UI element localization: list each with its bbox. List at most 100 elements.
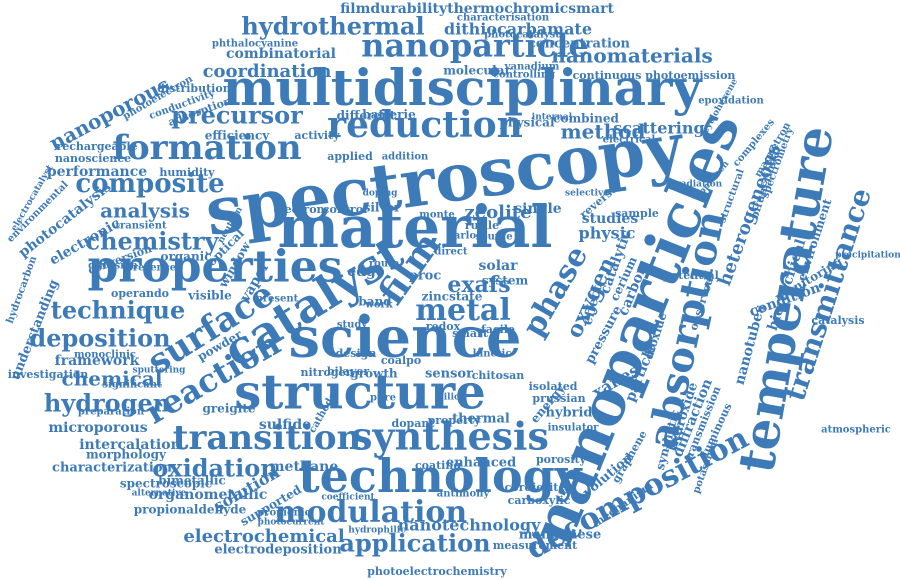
word-monte: monte: [419, 210, 455, 221]
word-efficiency: efficiency: [205, 129, 271, 143]
word-physic: physic: [579, 224, 636, 243]
word-transient: transient: [115, 221, 167, 232]
word-smart: smart: [452, 327, 489, 340]
word-monoclinic: monoclinic: [74, 350, 136, 361]
word-atmospheric: atmospheric: [821, 425, 891, 436]
word-work: work: [364, 300, 394, 311]
word-sample: sample: [615, 207, 659, 220]
word-framework: framework: [55, 353, 140, 369]
word-silica: silica: [439, 393, 466, 403]
word-antimony: antimony: [437, 489, 491, 500]
word-modulation: modulation: [275, 495, 468, 530]
word-thermal: thermal: [452, 412, 510, 427]
word-intercalation: intercalation: [79, 437, 181, 453]
word-study: study: [337, 320, 369, 331]
word-electrodeposition: electrodeposition: [214, 543, 342, 558]
word-physical: physical: [499, 116, 554, 130]
word-nitrogen: nitrogen: [300, 366, 353, 379]
word-addition: addition: [382, 152, 429, 163]
word-nanomaterials: nanomaterials: [551, 44, 712, 68]
word-synthesis: synthesis: [351, 414, 549, 459]
word-hydrothermal: hydrothermal: [241, 12, 424, 41]
word-propionaldehyde: propionaldehyde: [134, 503, 247, 517]
word-facile: facile: [481, 323, 515, 336]
word-single: single: [514, 201, 561, 217]
word-photocurrent: photocurrent: [258, 518, 326, 528]
word-insulator: insulator: [548, 423, 600, 434]
word-analysis: analysis: [100, 199, 190, 223]
word-batterie: batterie: [362, 108, 416, 122]
word-applied: applied: [327, 150, 373, 163]
word-growth: growth: [350, 367, 398, 381]
word-pure: pure: [370, 393, 396, 404]
word-potential: potential: [663, 269, 719, 282]
word-studies: studies: [582, 211, 639, 227]
word-direct: direct: [434, 247, 468, 258]
word-photocatalyst: photocatalyst: [484, 30, 560, 41]
word-nanoparticle: nanoparticle: [361, 27, 589, 65]
word-kinetic: kinetic: [473, 349, 512, 360]
word-characterization: characterization: [52, 461, 172, 476]
word-catalysis: catalysis: [811, 314, 864, 327]
word-spectroscopic: spectroscopic: [120, 477, 212, 491]
word-route: route: [369, 259, 399, 270]
word-deposition: deposition: [29, 324, 170, 353]
word-bilayer: bilayer: [327, 365, 370, 378]
word-internal: internal: [532, 113, 573, 123]
word-chitosan: chitosan: [472, 369, 525, 382]
word-transition: transition: [173, 418, 361, 458]
word-different: different: [337, 109, 396, 123]
word-combinatorial: combinatorial: [226, 46, 336, 62]
word-redox: redox: [426, 320, 461, 333]
word-diffusion: diffusion: [88, 261, 138, 272]
word-significant: significant: [102, 380, 162, 391]
word-rechargeable: rechargeable: [56, 140, 137, 153]
word-multidisciplinary: multidisciplinary: [223, 58, 704, 117]
word-coefficient: coefficient: [321, 493, 375, 503]
word-dopant: dopant: [392, 417, 436, 430]
word-properties: properties: [87, 242, 342, 293]
word-concentration: concentration: [528, 37, 631, 52]
word-rutile: rutile: [465, 219, 499, 232]
word-zeolite: zeolite: [464, 202, 531, 223]
word-design: design: [336, 347, 377, 360]
word-carlo: carlo: [448, 231, 477, 242]
word-prussian: prussian: [532, 392, 585, 405]
word-radiation: radiation: [676, 180, 723, 190]
word-nanoscience: nanoscience: [55, 152, 131, 165]
word-combined: combined: [553, 112, 619, 126]
word-organometallic: organometallic: [149, 487, 268, 503]
word-sulfide: sulfide: [259, 417, 311, 433]
word-method: method: [561, 120, 646, 144]
word-hybrid: hybrid: [546, 406, 593, 421]
word-photoelectrochemistry: photoelectrochemistry: [367, 565, 507, 578]
word-nanotechnology: nanotechnology: [398, 516, 541, 535]
word-visible: visible: [187, 289, 232, 303]
word-material: material: [278, 193, 553, 261]
word-selective: selective: [565, 189, 609, 199]
word-propionic: propionic: [257, 508, 311, 519]
word-bimetallic: bimetallic: [158, 474, 226, 488]
word-photoemission: continuous photoemission: [573, 69, 736, 82]
word-humidity: humidity: [159, 166, 215, 179]
word-present: present: [256, 294, 299, 305]
word-scattering: scattering: [613, 119, 704, 138]
word-silver: silver: [364, 201, 401, 215]
word-hydrophilic: hydrophilic: [348, 526, 406, 536]
word-chemistry: chemistry: [85, 227, 219, 256]
word-band: band: [358, 295, 392, 309]
word-electron: electron: [273, 203, 324, 216]
word-formation: formation: [112, 128, 301, 168]
word-metal: metal: [415, 293, 511, 328]
word-coating: coating: [415, 459, 461, 472]
word-isolated: isolated: [529, 380, 578, 393]
word-dithiocarbamate: dithiocarbamate: [444, 20, 592, 39]
word-hydrogen: hydrogen: [44, 389, 170, 418]
word-control: control: [323, 203, 367, 216]
word-coalpo: coalpo: [381, 354, 421, 367]
word-distribution: distribution: [157, 82, 230, 95]
word-preparation: preparation: [78, 407, 145, 418]
word-reduction: reduction: [327, 104, 523, 146]
word-property: property: [428, 414, 481, 427]
